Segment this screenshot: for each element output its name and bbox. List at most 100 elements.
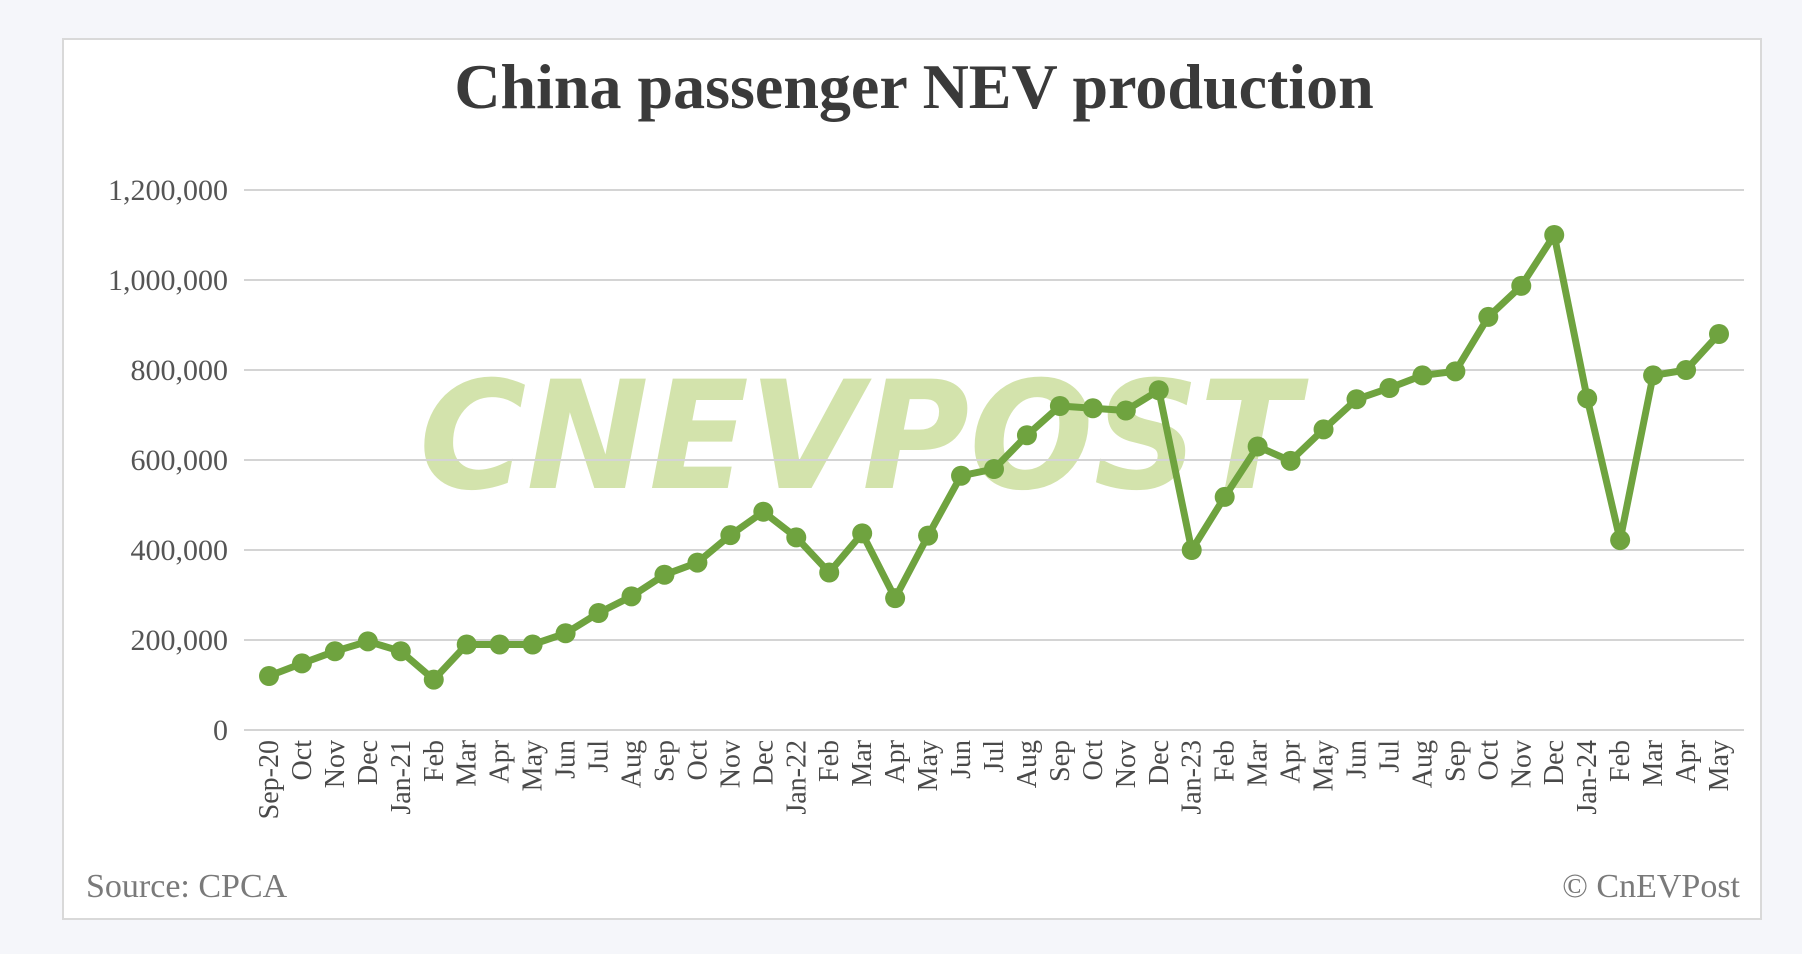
x-tick-label: Feb (1210, 740, 1241, 782)
data-point (1379, 378, 1400, 398)
y-tick-label: 400,000 (131, 534, 229, 567)
y-tick-label: 600,000 (131, 444, 229, 477)
data-point (951, 465, 972, 486)
x-tick-label: Nov (1111, 740, 1142, 788)
data-point (1148, 380, 1169, 401)
x-tick-label: Jan-24 (1572, 740, 1603, 815)
data-point (588, 603, 609, 623)
data-point (852, 523, 873, 544)
data-point (1544, 225, 1565, 245)
x-tick-label: Jan-22 (781, 740, 812, 815)
x-tick-label: Mar (1243, 739, 1274, 786)
x-tick-label: Jun (1342, 740, 1373, 779)
x-tick-label: Oct (287, 740, 318, 781)
source-note: Source: CPCA (86, 868, 288, 905)
data-point (1445, 361, 1466, 382)
data-point (918, 525, 939, 546)
data-point (423, 669, 444, 690)
x-tick-label: Mar (847, 739, 878, 786)
data-point (1214, 486, 1235, 507)
data-point (720, 525, 741, 546)
x-tick-label: Nov (715, 740, 746, 788)
x-tick-label: Nov (320, 740, 351, 788)
x-tick-label: Feb (419, 740, 450, 782)
x-tick-label: Aug (617, 740, 648, 788)
y-tick-label: 1,200,000 (108, 174, 228, 207)
y-tick-label: 0 (213, 714, 228, 747)
data-point (1577, 388, 1598, 409)
x-tick-label: Jun (551, 740, 582, 779)
data-point (1313, 419, 1334, 440)
data-point (1412, 365, 1433, 386)
data-point (291, 653, 312, 674)
x-tick-label: Apr (485, 739, 516, 783)
data-point (1478, 306, 1499, 327)
x-tick-label: Aug (1012, 740, 1043, 788)
x-tick-label: Aug (1407, 740, 1438, 788)
x-tick-label: May (1704, 740, 1735, 791)
y-axis-ticks: 0 200,000 400,000 600,000 800,000 1,000,000 1,… (108, 174, 228, 747)
data-point (621, 586, 642, 607)
x-tick-label: May (1309, 740, 1340, 791)
x-tick-label: Oct (1473, 740, 1504, 781)
x-axis-ticks: Sep-20 Oct Nov Dec Jan-21 Feb Mar Apr May Jun Jul A… (254, 739, 1735, 819)
y-tick-label: 200,000 (131, 624, 229, 657)
x-tick-label: Sep-20 (254, 740, 285, 819)
data-point (456, 634, 477, 655)
x-tick-label: Dec (353, 740, 384, 785)
x-tick-label: May (518, 740, 549, 791)
data-point (1643, 365, 1664, 386)
credit-note: © CnEVPost (1562, 868, 1740, 905)
data-point (753, 501, 774, 522)
data-point (324, 641, 345, 662)
data-point (1049, 396, 1070, 416)
data-point (357, 631, 378, 652)
data-point (522, 634, 543, 655)
data-point (984, 459, 1004, 479)
data-point (885, 588, 906, 609)
x-tick-label: Feb (814, 740, 845, 782)
data-point (819, 562, 840, 583)
x-tick-label: Apr (1276, 739, 1307, 783)
x-tick-label: Mar (1638, 739, 1669, 786)
data-point (489, 634, 510, 655)
series-production (259, 225, 1729, 690)
data-point (1346, 389, 1367, 410)
y-tick-label: 800,000 (131, 354, 229, 387)
chart-title: China passenger NEV production (454, 51, 1373, 122)
x-tick-label: Feb (1605, 740, 1636, 782)
x-tick-label: Jan-21 (386, 740, 417, 815)
chart-svg: China passenger NEV production CNEVPOST … (86, 51, 1744, 905)
x-tick-label: Sep (1440, 740, 1471, 782)
x-tick-label: Oct (1078, 740, 1109, 781)
x-tick-label: Sep (1045, 740, 1076, 782)
x-tick-label: May (913, 740, 944, 791)
data-point (654, 564, 675, 585)
data-point (1247, 436, 1268, 457)
data-point (1610, 530, 1631, 551)
data-point (555, 623, 576, 644)
x-tick-label: Jun (946, 740, 977, 779)
y-tick-label: 1,000,000 (108, 264, 228, 297)
x-tick-label: Dec (748, 740, 779, 785)
data-point (1115, 400, 1136, 421)
x-tick-label: Jul (979, 740, 1010, 773)
x-tick-label: Oct (682, 740, 713, 781)
data-point (1280, 450, 1301, 471)
x-tick-label: Jan-23 (1177, 740, 1208, 815)
x-tick-label: Apr (880, 739, 911, 783)
data-point (687, 552, 708, 573)
x-tick-label: Apr (1671, 739, 1702, 783)
watermark-logo: CNEVPOST (419, 350, 1309, 524)
x-tick-label: Dec (1539, 740, 1570, 785)
data-point (1181, 540, 1202, 560)
data-point (259, 666, 279, 686)
x-tick-label: Mar (452, 739, 483, 786)
chart-frame: China passenger NEV production CNEVPOST … (62, 38, 1762, 920)
data-point (786, 527, 807, 548)
x-tick-label: Nov (1506, 740, 1537, 788)
x-tick-label: Jul (1374, 740, 1405, 773)
data-point (1511, 275, 1532, 296)
x-tick-label: Sep (649, 740, 680, 782)
data-point (1016, 425, 1037, 446)
